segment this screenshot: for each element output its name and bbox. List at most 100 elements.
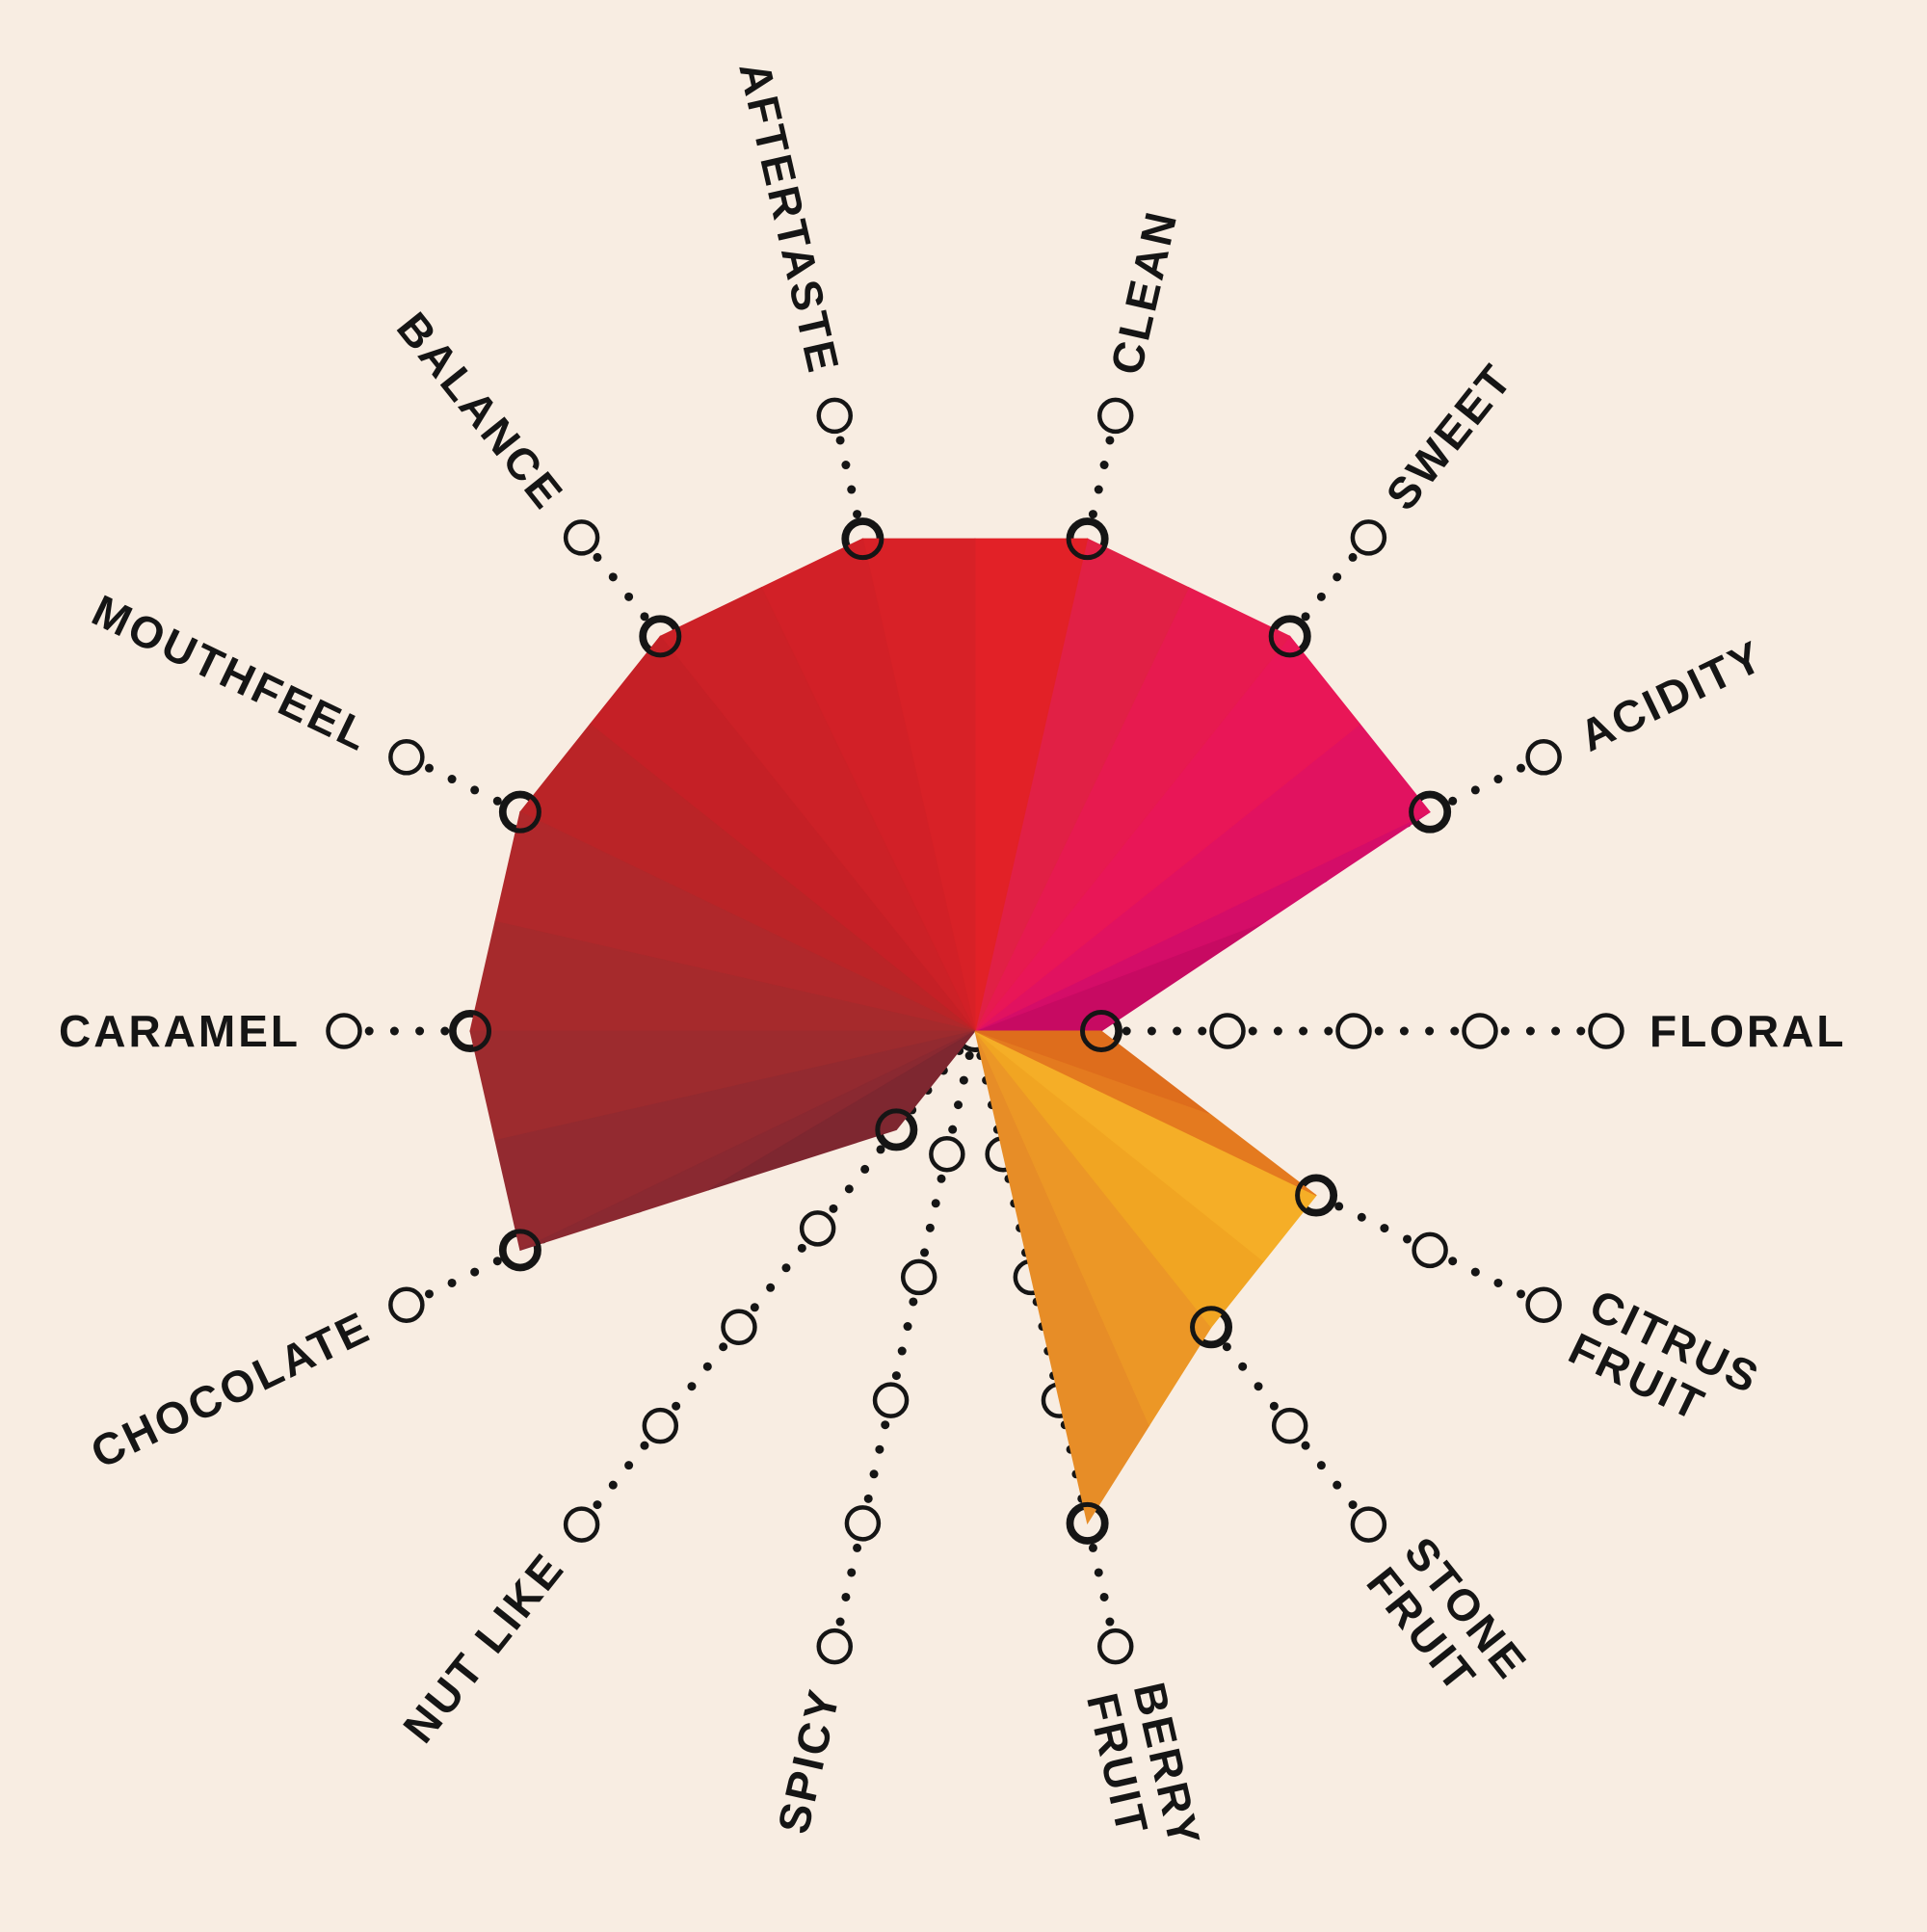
value-circle-sweet (1268, 615, 1311, 658)
axis-dot (1500, 1026, 1510, 1036)
axis-dot (593, 1500, 602, 1510)
axis-dot (1493, 1278, 1503, 1287)
axis-dot (909, 1297, 918, 1307)
axis-dot (440, 1026, 450, 1036)
tick-circle (326, 1013, 362, 1049)
axis-dot (1403, 1234, 1412, 1244)
axis-dot (1248, 1026, 1257, 1036)
axis-dot (1576, 1026, 1586, 1036)
tick-circle (1096, 397, 1134, 435)
axis-dot (1470, 785, 1480, 795)
axis-dot (447, 1278, 457, 1287)
vertex-rings (449, 517, 1452, 1545)
axis-dot (847, 485, 857, 494)
tick-circle (388, 739, 425, 776)
axis-dot (1254, 1382, 1263, 1391)
axis-dot (415, 1026, 425, 1036)
axis-dot (891, 1371, 901, 1381)
axis-label-group-floral: FLORAL (1650, 1006, 1847, 1056)
axis-dot (1122, 1026, 1131, 1036)
axis-dot (1517, 763, 1526, 773)
axis-dot (687, 1382, 697, 1391)
axis-dot (424, 1289, 434, 1299)
axis-dot (860, 1164, 870, 1174)
axis-label: CARAMEL (59, 1006, 301, 1056)
tick-circle (563, 519, 600, 556)
axis-dot (881, 1420, 890, 1430)
tick-circle (1525, 739, 1562, 776)
tick-circle (388, 1286, 425, 1323)
axis-dot (624, 592, 634, 601)
axis-dot (1094, 485, 1103, 494)
axis-dot (937, 1174, 946, 1183)
axis-dot (954, 1100, 964, 1110)
axis-label: FLORAL (1650, 1006, 1847, 1056)
tick-circle (1209, 1013, 1246, 1049)
axis-dot (1301, 1441, 1310, 1450)
tick-circle (1350, 519, 1387, 556)
axis-dot (1348, 1500, 1358, 1510)
axis-dot (1525, 1026, 1535, 1036)
axis-dot (640, 612, 649, 622)
axis-dot (781, 1263, 791, 1273)
axis-dot (424, 763, 434, 773)
axis-dot (1333, 1480, 1342, 1490)
axis-dot (964, 1051, 974, 1061)
wedges (469, 538, 1431, 1525)
tick-circle (1335, 1013, 1372, 1049)
axis-dot (364, 1026, 374, 1036)
axis-dot (847, 1568, 857, 1577)
tick-circle (844, 1505, 882, 1542)
axis-dot (608, 572, 618, 582)
axis-dot (1099, 461, 1109, 470)
axis-dot (608, 1480, 618, 1490)
axis-dot (1425, 1026, 1435, 1036)
axis-dot (640, 1441, 649, 1450)
axis-dot (1099, 1592, 1109, 1601)
axis-dot (948, 1125, 958, 1134)
axis-dot (1551, 1026, 1561, 1036)
axis-dot (1399, 1026, 1409, 1036)
value-circle-aftertaste (841, 517, 884, 561)
tick-circle (1096, 1628, 1134, 1665)
axis-dot (897, 1346, 907, 1356)
tick-circle (1462, 1013, 1498, 1049)
axis-dot (797, 1243, 806, 1253)
axis-dot (1357, 1212, 1366, 1222)
value-circle-balance (639, 615, 682, 658)
axis-dot (1088, 510, 1097, 519)
axis-dot (835, 1617, 845, 1627)
tick-circle (1588, 1013, 1624, 1049)
axis-dot (447, 775, 457, 784)
axis-dot (1517, 1289, 1526, 1299)
tick-circle (1525, 1286, 1562, 1323)
axis-dot (863, 1494, 873, 1503)
axis-dot (1450, 1026, 1460, 1036)
axis-dot (1088, 1543, 1097, 1552)
axis-dot (844, 1184, 854, 1194)
wedge-chocolate-nut-like-half-2 (707, 1030, 976, 1191)
value-circle-mouthfeel (498, 790, 541, 834)
axis-dot (1299, 1026, 1308, 1036)
tick-circle (563, 1506, 600, 1543)
axis-dot (1324, 1026, 1333, 1036)
value-circle-citrus-fruit (1295, 1174, 1338, 1217)
axis-dot (959, 1075, 968, 1085)
tick-circle (816, 1628, 854, 1665)
axis-dot (1448, 796, 1458, 806)
axis-dot (492, 1257, 502, 1266)
axis-dot (1380, 1224, 1389, 1233)
axis-dot (702, 1362, 712, 1371)
axis-dot (875, 1444, 884, 1454)
axis-dot (920, 1248, 930, 1257)
axis-dot (876, 1145, 885, 1154)
axis-dot (853, 1543, 862, 1552)
tick-circle (816, 397, 854, 435)
value-circle-berry-fruit (1066, 1501, 1109, 1545)
tick-circle (799, 1210, 836, 1247)
axis-dot (470, 785, 480, 795)
tick-circle (929, 1135, 965, 1173)
